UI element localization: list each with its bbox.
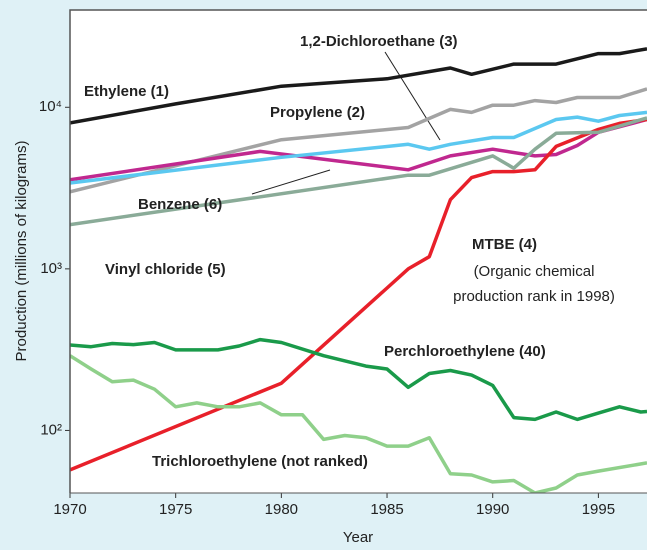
series-label: Propylene (2) [270, 104, 365, 121]
plot-border [69, 9, 647, 493]
series-label: Benzene (6) [138, 196, 222, 213]
x-tick-label: 1980 [265, 501, 298, 518]
x-tick-label: 1990 [476, 501, 509, 518]
series-line [70, 87, 647, 194]
annotation: (Organic chemical [474, 263, 595, 280]
annotation: production rank in 1998) [453, 288, 615, 305]
series-line [70, 116, 647, 227]
y-tick-label: 10⁴ [39, 98, 62, 115]
leader-line [251, 169, 331, 195]
x-tick-label: 1970 [53, 501, 86, 518]
series-line [70, 47, 647, 125]
series-line [70, 354, 647, 493]
series-label: MTBE (4) [472, 236, 537, 253]
series-line [70, 117, 647, 182]
x-tick-label: 1975 [159, 501, 192, 518]
lines [70, 47, 647, 493]
y-tick-label: 10³ [40, 260, 62, 277]
series-label: Perchloroethylene (40) [384, 343, 546, 360]
series-label: Trichloroethylene (not ranked) [152, 453, 368, 470]
series-line [70, 110, 647, 185]
leader-line [384, 51, 441, 141]
x-tick-label: 1985 [370, 501, 403, 518]
x-axis-label: Year [343, 529, 373, 546]
series-line [70, 117, 647, 472]
series-label: 1,2-Dichloroethane (3) [300, 33, 458, 50]
y-tick-label: 10² [40, 421, 62, 438]
series-label: Vinyl chloride (5) [105, 261, 226, 278]
x-tick-label: 1995 [582, 501, 615, 518]
series-label: Ethylene (1) [84, 83, 169, 100]
series-line [70, 337, 647, 422]
y-axis-label: Production (millions of kilograms) [13, 141, 30, 362]
